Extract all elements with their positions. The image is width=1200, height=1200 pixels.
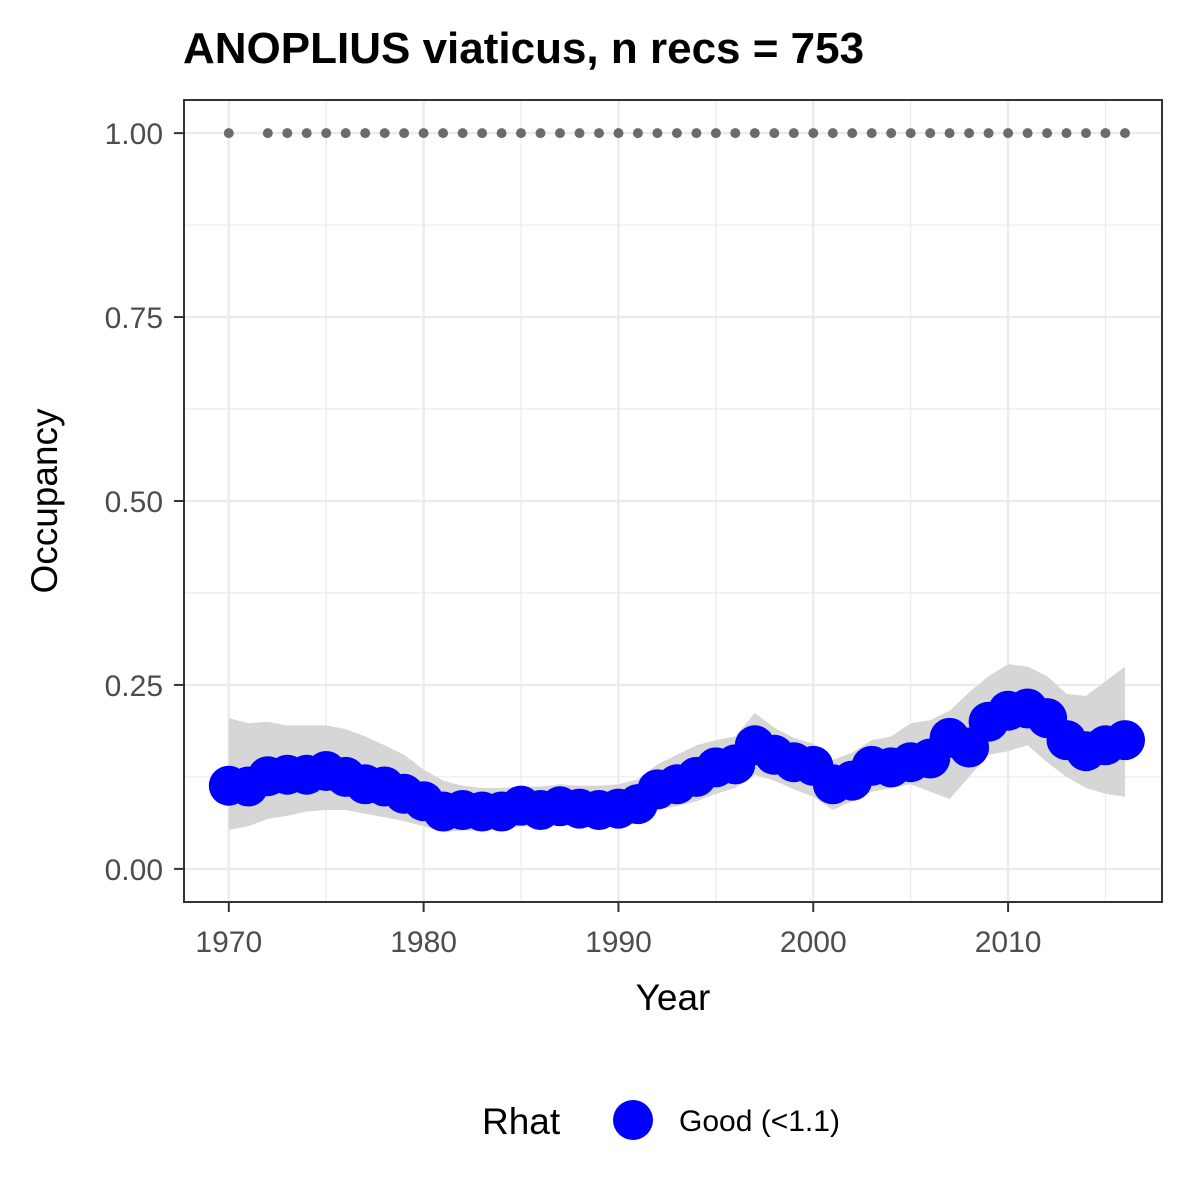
x-axis-title: Year: [636, 977, 711, 1018]
record-dot: [788, 128, 799, 139]
y-tick-label: 1.00: [105, 118, 163, 151]
record-dot: [321, 128, 332, 139]
record-dot: [496, 128, 507, 139]
record-dot: [769, 128, 780, 139]
record-dot: [652, 128, 663, 139]
record-dot: [594, 128, 604, 139]
record-dot: [925, 128, 936, 139]
record-dot: [613, 128, 624, 139]
x-tick-label: 2000: [780, 926, 847, 959]
record-dot: [632, 128, 643, 139]
record-dot: [944, 128, 955, 139]
y-axis-title: Occupancy: [24, 408, 65, 594]
record-dot: [1100, 128, 1111, 139]
record-dot: [749, 128, 760, 139]
y-tick-label: 0.25: [105, 670, 163, 703]
y-tick-label: 0.50: [105, 486, 163, 519]
legend-key-good: [613, 1100, 653, 1140]
legend: Rhat Good (<1.1): [482, 1100, 840, 1142]
y-tick-label: 0.00: [105, 854, 163, 887]
record-dot: [983, 128, 994, 139]
legend-title: Rhat: [482, 1101, 561, 1142]
record-dot: [418, 128, 429, 139]
record-dot: [574, 128, 585, 139]
record-dot: [827, 128, 838, 139]
record-dot: [671, 128, 682, 139]
record-dot: [360, 128, 371, 139]
record-dot: [1081, 128, 1091, 139]
x-axis: 1970 1980 1990 2000 2010: [195, 902, 1041, 959]
record-dot: [555, 128, 565, 139]
record-dot: [691, 128, 702, 139]
legend-label-good: Good (<1.1): [679, 1105, 840, 1138]
y-axis: 0.00 0.25 0.50 0.75 1.00: [105, 118, 184, 887]
record-dot: [477, 128, 488, 139]
record-dot: [516, 128, 526, 139]
record-dot: [438, 128, 449, 139]
x-tick-label: 1990: [585, 926, 652, 959]
record-dot: [964, 128, 975, 139]
record-dots: [223, 128, 1130, 139]
record-dot: [866, 128, 877, 139]
record-dot: [399, 128, 410, 139]
record-dot: [847, 128, 858, 139]
record-dot: [808, 128, 819, 139]
record-dot: [379, 128, 390, 139]
record-dot: [1022, 128, 1033, 139]
record-dot: [1120, 128, 1130, 139]
x-tick-label: 1970: [195, 926, 262, 959]
record-dot: [710, 128, 721, 139]
record-dot: [1061, 128, 1072, 139]
plot-panel: [183, 99, 1163, 903]
x-tick-label: 1980: [390, 926, 457, 959]
x-tick-label: 2010: [975, 926, 1042, 959]
record-dot: [886, 128, 897, 139]
chart-title: ANOPLIUS viaticus, n recs = 753: [183, 24, 864, 73]
occupancy-points: [208, 688, 1145, 832]
record-dot: [1003, 128, 1014, 139]
record-dot: [262, 128, 273, 139]
record-dot: [301, 128, 312, 139]
record-dot: [457, 128, 468, 139]
y-tick-label: 0.75: [105, 302, 163, 335]
record-dot: [282, 128, 293, 139]
record-dot: [1042, 128, 1053, 139]
record-dot: [340, 128, 351, 139]
confidence-ribbon: [228, 664, 1126, 833]
occupancy-point: [1105, 720, 1145, 761]
record-dot: [905, 128, 916, 139]
record-dot: [223, 128, 234, 139]
record-dot: [535, 128, 546, 139]
record-dot: [730, 128, 741, 139]
